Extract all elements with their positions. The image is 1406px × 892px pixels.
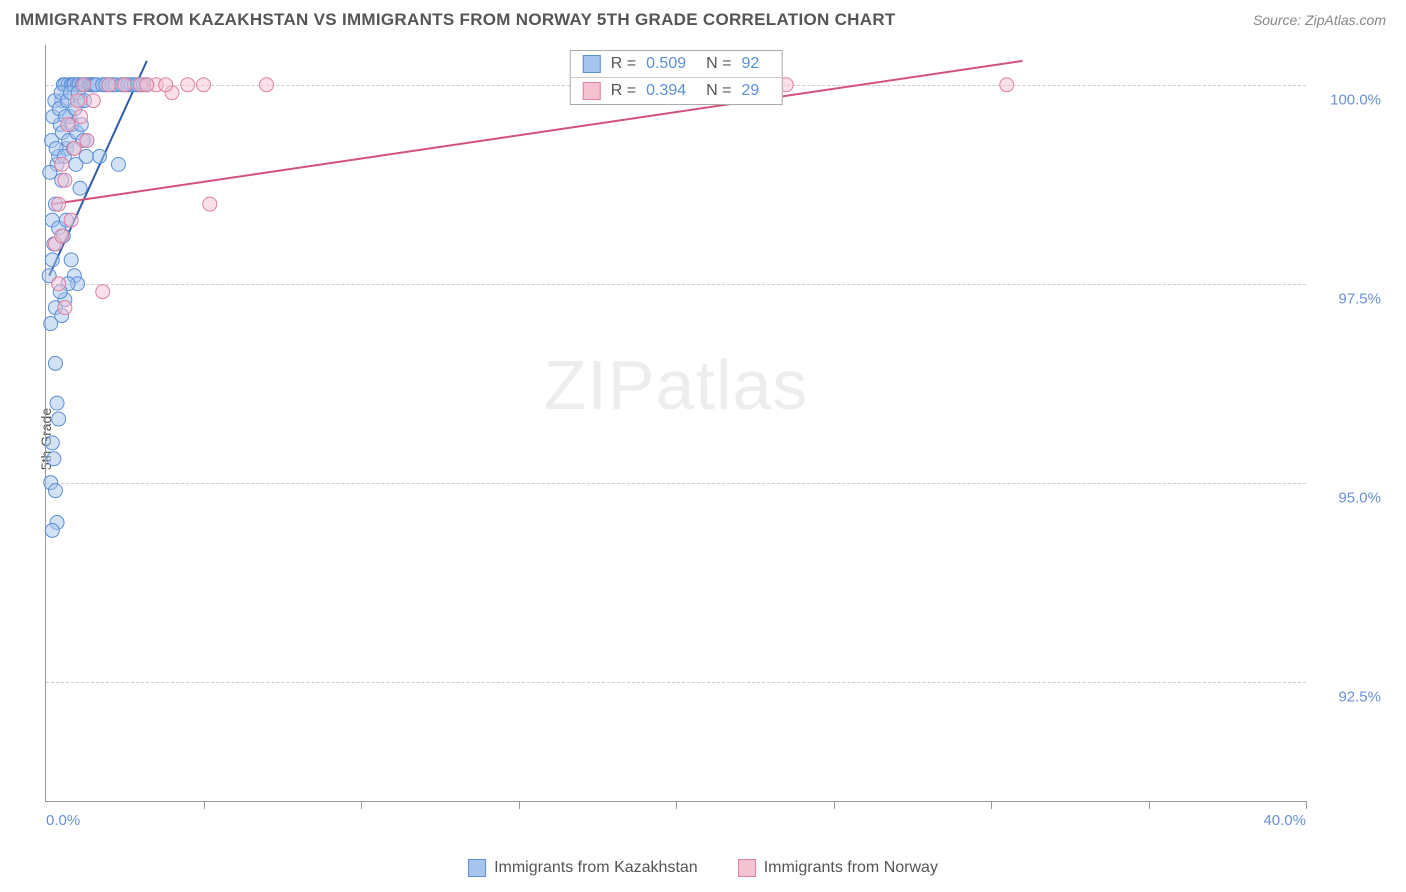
r-value-1: 0.394: [646, 82, 686, 100]
data-point-kazakhstan: [45, 436, 59, 450]
legend-label-kazakhstan: Immigrants from Kazakhstan: [494, 859, 698, 877]
chart-container: 5th Grade ZIPatlas R = 0.509 N = 92 R = …: [45, 45, 1386, 832]
data-point-norway: [203, 197, 217, 211]
data-point-norway: [77, 78, 91, 92]
data-point-norway: [55, 229, 69, 243]
r-label-1: R =: [611, 82, 636, 100]
data-point-kazakhstan: [93, 149, 107, 163]
data-point-kazakhstan: [64, 253, 78, 267]
data-svg: [46, 45, 1306, 801]
data-point-norway: [52, 277, 66, 291]
x-tick: [834, 801, 835, 809]
data-point-kazakhstan: [45, 253, 59, 267]
x-min-label: 0.0%: [46, 812, 80, 829]
swatch-norway: [583, 82, 601, 100]
x-tick: [204, 801, 205, 809]
data-point-norway: [118, 78, 132, 92]
data-point-kazakhstan: [48, 484, 62, 498]
legend-swatch-norway: [738, 859, 756, 877]
data-point-kazakhstan: [47, 452, 61, 466]
y-tick-label: 95.0%: [1311, 489, 1381, 506]
stat-legend: R = 0.509 N = 92 R = 0.394 N = 29: [570, 50, 783, 105]
data-point-norway: [80, 133, 94, 147]
data-point-norway: [67, 141, 81, 155]
bottom-legend: Immigrants from Kazakhstan Immigrants fr…: [468, 859, 938, 877]
data-point-kazakhstan: [45, 523, 59, 537]
data-point-kazakhstan: [111, 157, 125, 171]
x-tick: [676, 801, 677, 809]
data-point-norway: [58, 301, 72, 315]
x-max-label: 40.0%: [1263, 812, 1306, 829]
legend-item-kazakhstan: Immigrants from Kazakhstan: [468, 859, 698, 877]
data-point-kazakhstan: [79, 149, 93, 163]
data-point-kazakhstan: [48, 356, 62, 370]
data-point-norway: [71, 94, 85, 108]
data-point-norway: [86, 94, 100, 108]
n-label-1: N =: [706, 82, 731, 100]
data-point-norway: [260, 78, 274, 92]
data-point-kazakhstan: [50, 396, 64, 410]
swatch-kazakhstan: [583, 55, 601, 73]
n-value-1: 29: [741, 82, 759, 100]
stat-row-norway: R = 0.394 N = 29: [571, 77, 782, 104]
r-label-0: R =: [611, 55, 636, 73]
data-point-norway: [74, 110, 88, 124]
legend-item-norway: Immigrants from Norway: [738, 859, 938, 877]
data-point-norway: [102, 78, 116, 92]
data-point-norway: [58, 173, 72, 187]
source-label: Source: ZipAtlas.com: [1253, 12, 1386, 28]
data-point-norway: [159, 78, 173, 92]
data-point-norway: [140, 78, 154, 92]
legend-swatch-kazakhstan: [468, 859, 486, 877]
stat-row-kazakhstan: R = 0.509 N = 92: [571, 51, 782, 77]
y-tick-label: 100.0%: [1311, 91, 1381, 108]
data-point-kazakhstan: [52, 412, 66, 426]
data-point-norway: [55, 157, 69, 171]
data-point-norway: [64, 213, 78, 227]
x-tick: [361, 801, 362, 809]
data-point-kazakhstan: [73, 181, 87, 195]
x-tick: [519, 801, 520, 809]
x-tick: [1306, 801, 1307, 809]
plot-area: ZIPatlas R = 0.509 N = 92 R = 0.394 N = …: [45, 45, 1306, 802]
y-tick-label: 92.5%: [1311, 688, 1381, 705]
data-point-kazakhstan: [43, 165, 57, 179]
data-point-norway: [181, 78, 195, 92]
chart-title: IMMIGRANTS FROM KAZAKHSTAN VS IMMIGRANTS…: [15, 10, 896, 30]
x-tick: [1149, 801, 1150, 809]
data-point-norway: [1000, 78, 1014, 92]
data-point-norway: [52, 197, 66, 211]
y-tick-label: 97.5%: [1311, 290, 1381, 307]
r-value-0: 0.509: [646, 55, 686, 73]
data-point-norway: [197, 78, 211, 92]
data-point-norway: [61, 118, 75, 132]
data-point-norway: [96, 285, 110, 299]
n-label-0: N =: [706, 55, 731, 73]
legend-label-norway: Immigrants from Norway: [764, 859, 938, 877]
n-value-0: 92: [741, 55, 759, 73]
x-tick: [991, 801, 992, 809]
